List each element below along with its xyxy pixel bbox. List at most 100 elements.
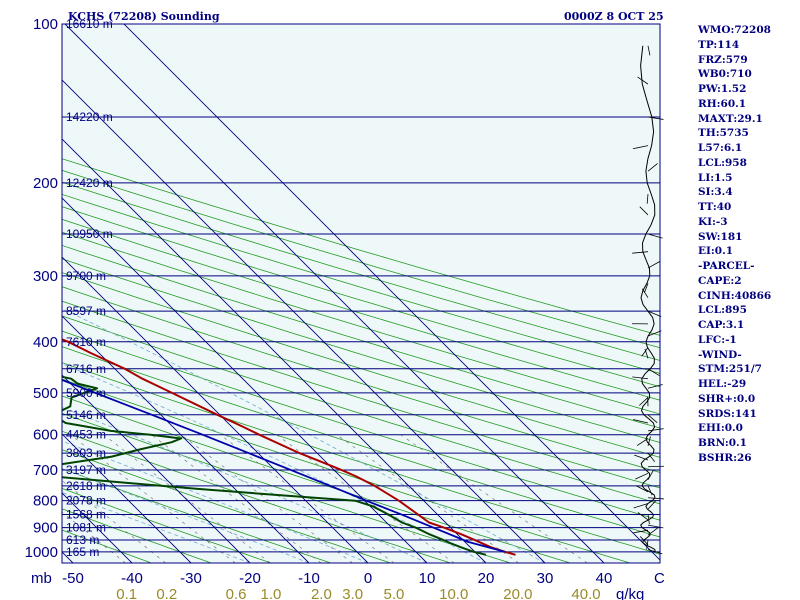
wind-barb: [647, 436, 651, 447]
height-label: 3197 m: [66, 463, 106, 477]
isotherm: [64, 24, 605, 563]
dry-adiabat: [62, 346, 660, 538]
wind-barb: [647, 497, 664, 500]
dry-adiabat: [62, 300, 660, 489]
wind-barb: [644, 348, 649, 359]
wind-profile: [631, 45, 664, 555]
stability-index: BSHR:26: [698, 451, 752, 464]
pressure-tick-label: 700: [33, 462, 58, 479]
mixing-ratio-line: [336, 434, 519, 563]
height-label: 5146 m: [66, 408, 106, 422]
dry-adiabat: [62, 488, 272, 563]
temperature-tick-label: 10: [419, 570, 436, 587]
mixing-ratio-line: [70, 434, 236, 563]
dry-adiabat: [62, 330, 660, 521]
stability-index: L57:6.1: [698, 142, 743, 154]
moist-adiabat: [62, 308, 546, 563]
temperature-tick-label: 40: [596, 570, 613, 587]
sounding-profiles: [62, 338, 516, 556]
wind-barb: [639, 536, 649, 546]
isotherm: [62, 197, 428, 563]
stability-index: KI:-3: [698, 215, 728, 228]
chart-title: KCHS (72208) Sounding: [68, 10, 220, 23]
stability-index: RH:60.1: [698, 97, 747, 110]
dry-adiabat: [62, 218, 660, 401]
mixing-ratio-tick-label: 3.0: [342, 586, 363, 600]
stability-index: MAXT:29.1: [698, 112, 763, 125]
height-label: 613 m: [66, 533, 99, 547]
mixing-ratio-tick-label: 5.0: [384, 586, 405, 600]
stability-index: STM:251/7: [698, 363, 762, 376]
dewpoint-profile: [62, 375, 487, 556]
temperature-tick-label: -50: [62, 570, 84, 587]
dry-adiabat: [62, 193, 660, 374]
wind-barb: [632, 376, 649, 380]
wind-barb: [646, 194, 649, 204]
temperature-unit-label: C: [654, 570, 665, 587]
temperature-tick-label: -20: [239, 570, 261, 587]
pressure-tick-label: 200: [33, 175, 58, 192]
temperature-tick-label: 30: [537, 570, 554, 587]
mixing-ratio-line: [151, 434, 322, 563]
temperature-tick-label: -30: [180, 570, 202, 587]
plot-area: [62, 24, 660, 563]
wind-barb: [647, 116, 664, 120]
dry-adiabat: [62, 449, 391, 563]
height-label: 10950 m: [66, 227, 113, 241]
mixing-ratio-line: [103, 434, 271, 563]
stability-index: TH:5735: [698, 127, 749, 140]
wind-barb: [632, 529, 649, 534]
pressure-tick-label: 800: [33, 493, 58, 510]
stability-index: -PARCEL-: [698, 260, 755, 272]
temperature-tick-label: -40: [121, 570, 143, 587]
chart-date: 0000Z 8 OCT 25: [564, 10, 664, 23]
isotherm: [62, 138, 487, 563]
height-label: 3803 m: [66, 446, 106, 460]
moist-adiabat: [62, 440, 369, 563]
stability-index: PW:1.52: [698, 83, 747, 95]
stability-index: FRZ:579: [698, 53, 748, 66]
mixing-ratio-line: [400, 434, 588, 563]
dry-adiabat: [62, 315, 660, 505]
wind-barb: [647, 368, 660, 376]
isotherm: [62, 256, 369, 563]
wind-barb: [637, 512, 649, 521]
wind-barb: [632, 251, 649, 254]
mixing-ratio-line: [219, 434, 395, 563]
height-label: 16610 m: [66, 17, 113, 31]
wind-barb: [647, 470, 654, 480]
stability-index: LFC:-1: [698, 333, 737, 346]
stability-index: SI:3.4: [698, 186, 733, 199]
pressure-tick-label: 600: [33, 427, 58, 444]
wind-barb: [647, 524, 664, 529]
stability-index: SHR+:0.0: [698, 392, 756, 405]
wind-barb: [636, 438, 649, 446]
height-label: 9700 m: [66, 269, 106, 283]
stability-index: LI:1.5: [698, 171, 733, 184]
height-label: 4453 m: [66, 428, 106, 442]
height-label: 5900 m: [66, 386, 106, 400]
wind-barb: [635, 472, 649, 480]
temperature-tick-label: -10: [298, 570, 320, 587]
height-label: 165 m: [66, 545, 99, 559]
wind-staff: [640, 45, 656, 552]
pressure-tick-label: 500: [33, 385, 58, 402]
stability-index: CAPE:2: [698, 274, 742, 287]
dry-adiabat: [62, 258, 660, 443]
axis-labels: 16610 m 14220 m 12420 m 10950 m 9700 m 8597 m…: [25, 16, 665, 600]
wind-barb: [647, 45, 651, 56]
temperature-profile: [62, 338, 516, 556]
wind-barb: [647, 485, 653, 496]
mixing-ratio-tick-label: 2.0: [311, 586, 332, 600]
height-label: 1568 m: [66, 508, 106, 522]
stability-index: SW:181: [698, 230, 743, 243]
dry-adiabat: [62, 272, 660, 458]
height-label: 6716 m: [66, 362, 106, 376]
stability-index: CAP:3.1: [698, 319, 745, 331]
mixing-ratio-unit-label: g/kg: [616, 586, 644, 600]
wind-barb: [647, 428, 664, 432]
moist-adiabat: [62, 468, 310, 563]
dry-adiabat: [62, 468, 331, 563]
mixing-ratio-line: [180, 434, 353, 563]
